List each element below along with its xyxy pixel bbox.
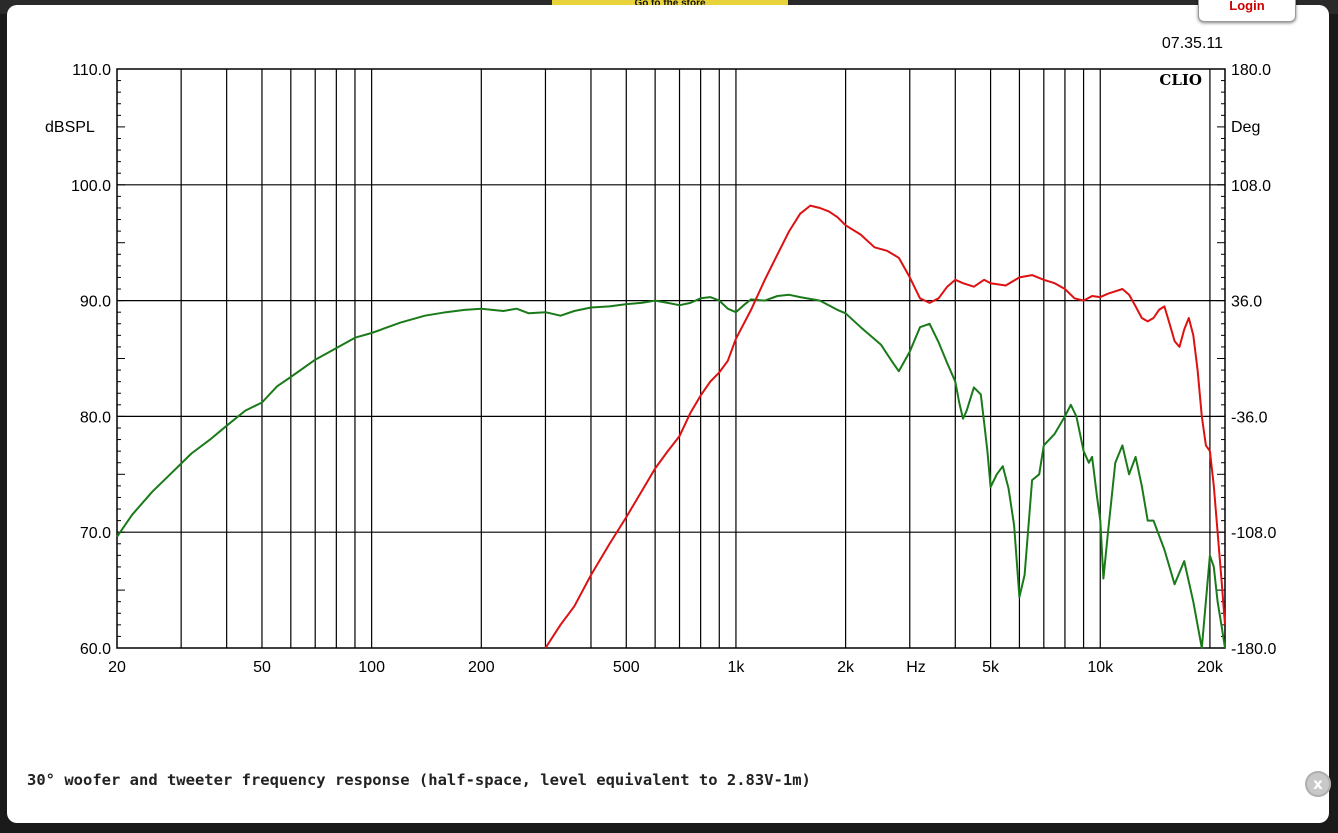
x-tick-label: 20 [108,659,126,676]
y-left-axis-label: dBSPL [45,119,95,136]
chart-timestamp: 07.35.11 [1162,35,1223,52]
x-tick-label: 10k [1087,659,1114,676]
y-right-tick-label: -36.0 [1231,409,1268,426]
y-left-tick-label: 90.0 [80,294,111,311]
close-icon[interactable]: x [1305,771,1331,797]
y-right-tick-label: 108.0 [1231,178,1271,195]
y-right-tick-label: -108.0 [1231,525,1276,542]
y-left-tick-label: 70.0 [80,525,111,542]
login-button[interactable]: Login [1198,0,1296,22]
lightbox-panel: 20 50 100 200 500 1k 2k 5k 10k 20k Hz 110.0 100.0 90.… [7,5,1331,823]
y-right-axis-label: Deg [1231,119,1260,136]
x-axis-unit-label: Hz [906,659,926,676]
x-tick-label: 5k [982,659,1000,676]
frequency-response-chart: 20 50 100 200 500 1k 2k 5k 10k 20k Hz 110.0 100.0 90.… [45,35,1276,676]
y-right-tick-label: -180.0 [1231,641,1276,658]
y-right-tick-label: 36.0 [1231,294,1262,311]
y-left-tick-label: 100.0 [71,178,111,195]
x-tick-label: 100 [358,659,385,676]
series-line-2 [544,204,1226,649]
clio-brand-label: CLIO [1159,71,1202,89]
y-right-tick-label: 180.0 [1231,62,1271,79]
y-left-tick-label: 110.0 [72,62,111,79]
x-tick-label: 50 [253,659,271,676]
x-tick-label: 1k [727,659,745,676]
x-tick-label: 200 [468,659,495,676]
x-tick-label: 500 [613,659,640,676]
x-tick-label: 2k [837,659,855,676]
x-tick-label: 20k [1197,659,1224,676]
chart-caption: 30° woofer and tweeter frequency respons… [27,771,811,789]
plot-frame [116,68,1226,649]
series-line-1 [116,293,1226,649]
y-left-tick-label: 80.0 [80,409,111,426]
store-banner[interactable]: Go to the store [552,0,788,7]
y-left-tick-label: 60.0 [80,641,111,658]
